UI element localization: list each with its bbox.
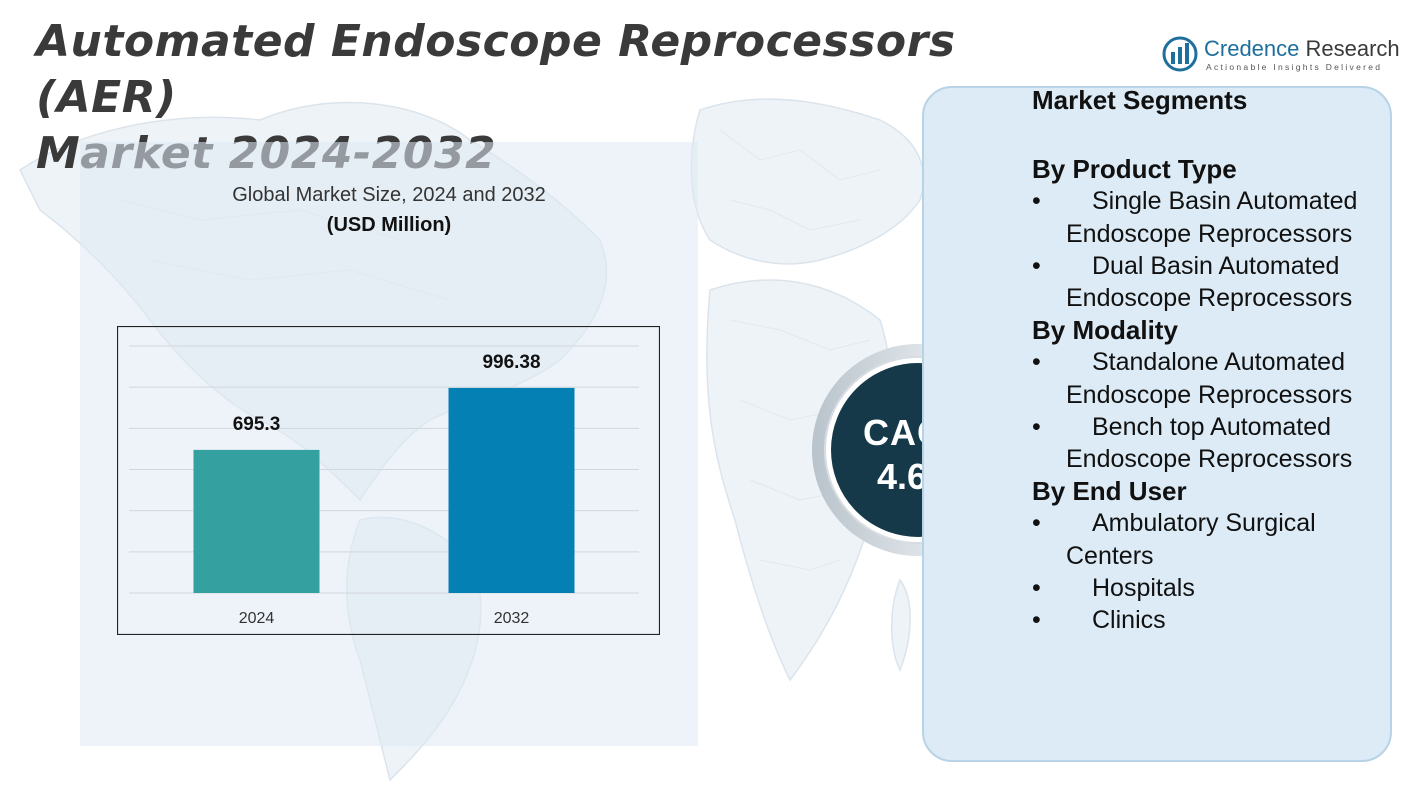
data-label-2024: 695.3 — [233, 414, 281, 435]
brand-name: Credence Research — [1204, 36, 1400, 62]
segment-item-label: Hospitals — [1092, 573, 1195, 602]
bullet-icon: • — [1032, 573, 1041, 602]
brand-name-part-1: Credence — [1204, 36, 1300, 61]
segment-item-label: Standalone Automated Endoscope Reprocess… — [1066, 348, 1353, 409]
segments-heading: Market Segments — [1032, 85, 1248, 115]
bar-chart: 695.3 2024 996.38 2032 — [117, 326, 660, 635]
segments-content: Market Segments By Product Type • Single… — [1032, 84, 1392, 636]
bullet-icon: • — [1032, 606, 1041, 635]
segment-group-title: By Product Type — [1032, 154, 1237, 185]
segment-item: • Dual Basin Automated Endoscope Reproce… — [1032, 250, 1392, 314]
segments-spacer — [1032, 116, 1392, 153]
chart-frame — [117, 326, 660, 635]
segment-item-label: Bench top Automated Endoscope Reprocesso… — [1066, 412, 1353, 474]
bar-2024 — [193, 449, 320, 593]
segment-item-label: Dual Basin Automated Endoscope Reprocess… — [1066, 251, 1353, 313]
bullet-icon: • — [1032, 251, 1041, 280]
segment-group-title: By Modality — [1032, 315, 1178, 346]
chart-title: Global Market Size, 2024 and 2032 — [232, 184, 546, 206]
segment-item-label: Ambulatory Surgical Centers — [1066, 509, 1316, 570]
brand-name-part-2: Research — [1299, 36, 1400, 61]
segment-item-label: Single Basin Automated Endoscope Reproce… — [1066, 187, 1358, 248]
x-tick-label-2024: 2024 — [239, 610, 275, 627]
title-line-1: Automated Endoscope Reprocessors (AER) — [36, 16, 956, 123]
bullet-icon: • — [1032, 187, 1041, 216]
brand-logo: Credence Research Actionable Insights De… — [1162, 36, 1402, 76]
chart-panel — [80, 142, 698, 746]
bar-chart-logo-icon — [1162, 36, 1198, 72]
data-label-2032: 996.38 — [482, 352, 540, 373]
segment-item: • Bench top Automated Endoscope Reproces… — [1032, 411, 1392, 475]
segment-item: • Clinics — [1032, 604, 1392, 636]
segment-item: • Ambulatory Surgical Centers — [1032, 507, 1392, 571]
segment-item: • Standalone Automated Endoscope Reproce… — [1032, 346, 1392, 410]
bullet-icon: • — [1032, 348, 1041, 377]
brand-tagline: Actionable Insights Delivered — [1206, 62, 1383, 72]
segment-item: • Single Basin Automated Endoscope Repro… — [1032, 185, 1392, 249]
bullet-icon: • — [1032, 412, 1041, 441]
bar-2032 — [448, 387, 575, 593]
segment-item-label: Clinics — [1092, 606, 1166, 635]
segments-panel — [922, 86, 1392, 762]
segment-group-title: By End User — [1032, 476, 1187, 507]
bullet-icon: • — [1032, 509, 1041, 538]
x-tick-label-2032: 2032 — [494, 610, 530, 627]
segment-item: • Hospitals — [1032, 572, 1392, 604]
chart-unit: (USD Million) — [326, 214, 452, 236]
